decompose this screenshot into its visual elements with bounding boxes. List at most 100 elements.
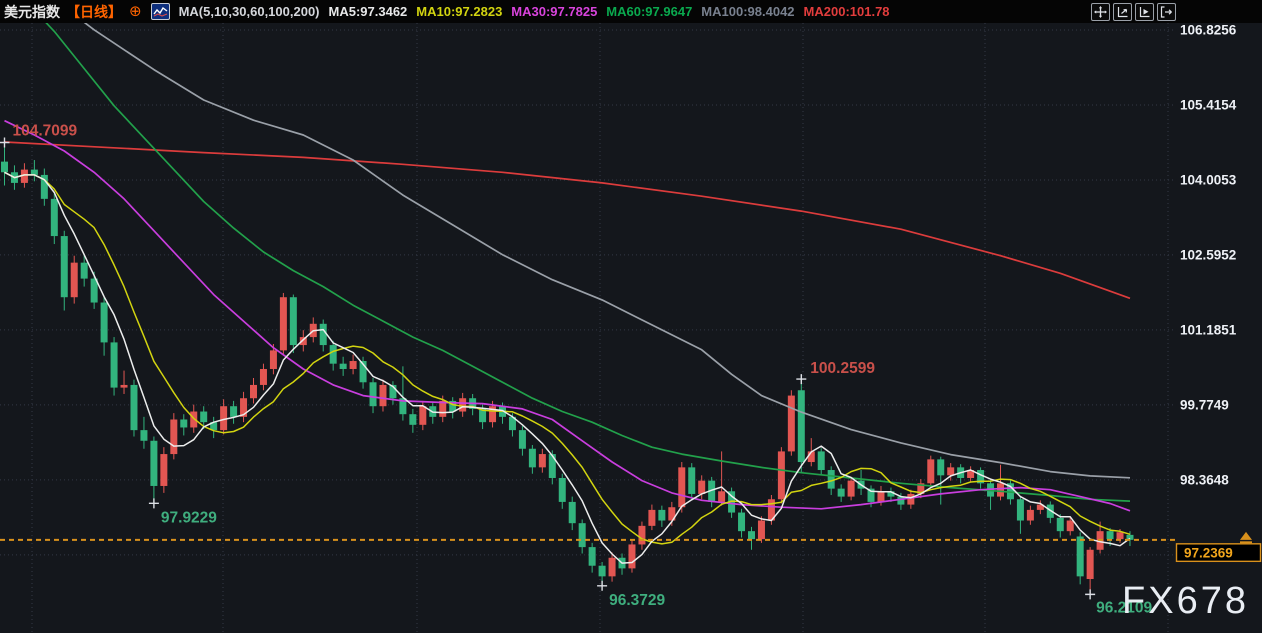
candle: [1016, 499, 1024, 521]
candle: [598, 565, 606, 577]
candle: [150, 440, 158, 486]
candle: [100, 302, 108, 343]
candle: [389, 384, 397, 399]
candle: [339, 363, 347, 369]
candle: [250, 384, 257, 399]
exit-right-icon[interactable]: [1157, 3, 1176, 21]
candle: [449, 400, 457, 412]
candle: [1006, 483, 1014, 500]
candle: [947, 467, 955, 476]
candle: [240, 398, 248, 417]
axis-tick-label: 105.4154: [1180, 97, 1237, 112]
candle: [748, 531, 755, 540]
candle: [917, 483, 925, 494]
candle: [399, 398, 407, 415]
candle: [907, 493, 915, 505]
candle: [817, 451, 825, 471]
candle: [1126, 534, 1134, 540]
axis-tick-label: 104.0053: [1180, 172, 1237, 187]
candle: [508, 416, 516, 431]
ma30-value: MA30:97.7825: [511, 4, 598, 19]
candle: [459, 398, 467, 412]
candle: [20, 169, 28, 183]
ma5-line: [4, 171, 1131, 564]
ma200-value: MA200:101.78: [803, 4, 890, 19]
candles: [1, 142, 1134, 595]
candle: [1056, 517, 1064, 532]
candle: [777, 451, 785, 500]
candle: [807, 451, 815, 463]
candle: [638, 525, 646, 545]
candle: [220, 406, 228, 431]
candle: [937, 459, 945, 476]
high-label: 100.2599: [810, 360, 875, 377]
candle: [877, 491, 885, 502]
chart-thumbnail-icon[interactable]: [150, 3, 170, 20]
candle: [180, 419, 188, 428]
candle: [409, 414, 417, 425]
candle: [60, 236, 68, 298]
candle: [210, 422, 218, 431]
candle: [269, 350, 277, 369]
candle: [787, 395, 795, 452]
candle: [678, 467, 686, 508]
candle: [489, 406, 497, 423]
candle: [90, 278, 98, 303]
candle: [578, 523, 586, 548]
pane-play-icon[interactable]: [1135, 3, 1154, 21]
candle: [628, 544, 636, 569]
candle: [160, 454, 168, 486]
candle: [349, 361, 357, 369]
candle: [1026, 509, 1034, 521]
candle: [140, 430, 148, 441]
candle: [439, 400, 447, 417]
candle: [897, 496, 905, 505]
candle: [698, 480, 706, 494]
ma10-line: [4, 171, 1131, 545]
candle: [110, 342, 118, 388]
price-axis-labels: 106.8256 105.4154 104.0053 102.5952 101.1851…: [1180, 23, 1237, 488]
candle: [548, 454, 556, 478]
candle: [230, 406, 238, 417]
pane-left-icon[interactable]: [1113, 3, 1132, 21]
candle: [1106, 531, 1114, 540]
ma60-line: [23, 0, 1131, 502]
low-label: 97.9229: [161, 509, 217, 526]
ma-params-label: MA(5,10,30,60,100,200): [178, 4, 320, 19]
candle: [419, 406, 427, 425]
ma200-line: [4, 141, 1131, 300]
candle: [80, 262, 88, 279]
candle: [379, 384, 387, 407]
candle: [827, 470, 835, 489]
pan-crosshair-icon[interactable]: [1091, 3, 1110, 21]
candle: [668, 507, 676, 521]
candle: [688, 467, 696, 494]
low-label: 96.2109: [1096, 599, 1152, 616]
candle: [708, 480, 716, 502]
candle: [130, 384, 138, 431]
candle: [977, 470, 985, 484]
candle: [767, 499, 775, 521]
axis-tick-label: 99.7749: [1180, 397, 1229, 412]
candle: [797, 390, 805, 463]
candle: [997, 483, 1004, 497]
candle: [50, 198, 58, 237]
axis-tick-label: 98.3648: [1180, 472, 1229, 487]
symbol-title: 美元指数: [4, 3, 60, 20]
axis-tick-label: 106.8256: [1180, 23, 1237, 38]
candle: [967, 470, 975, 478]
candle: [867, 488, 875, 502]
candle: [479, 408, 487, 423]
candle: [558, 477, 566, 502]
ma30-line: [4, 119, 1131, 512]
candle: [259, 368, 267, 385]
candle: [1066, 520, 1074, 532]
candle: [757, 520, 765, 540]
chart-header: 美元指数 【日线】 ⊕ MA(5,10,30,60,100,200) MA5:9…: [0, 0, 1262, 23]
candle: [190, 411, 198, 428]
period-badge: 【日线】: [66, 3, 122, 20]
candle: [588, 547, 596, 566]
target-circle-icon[interactable]: ⊕: [129, 3, 142, 20]
